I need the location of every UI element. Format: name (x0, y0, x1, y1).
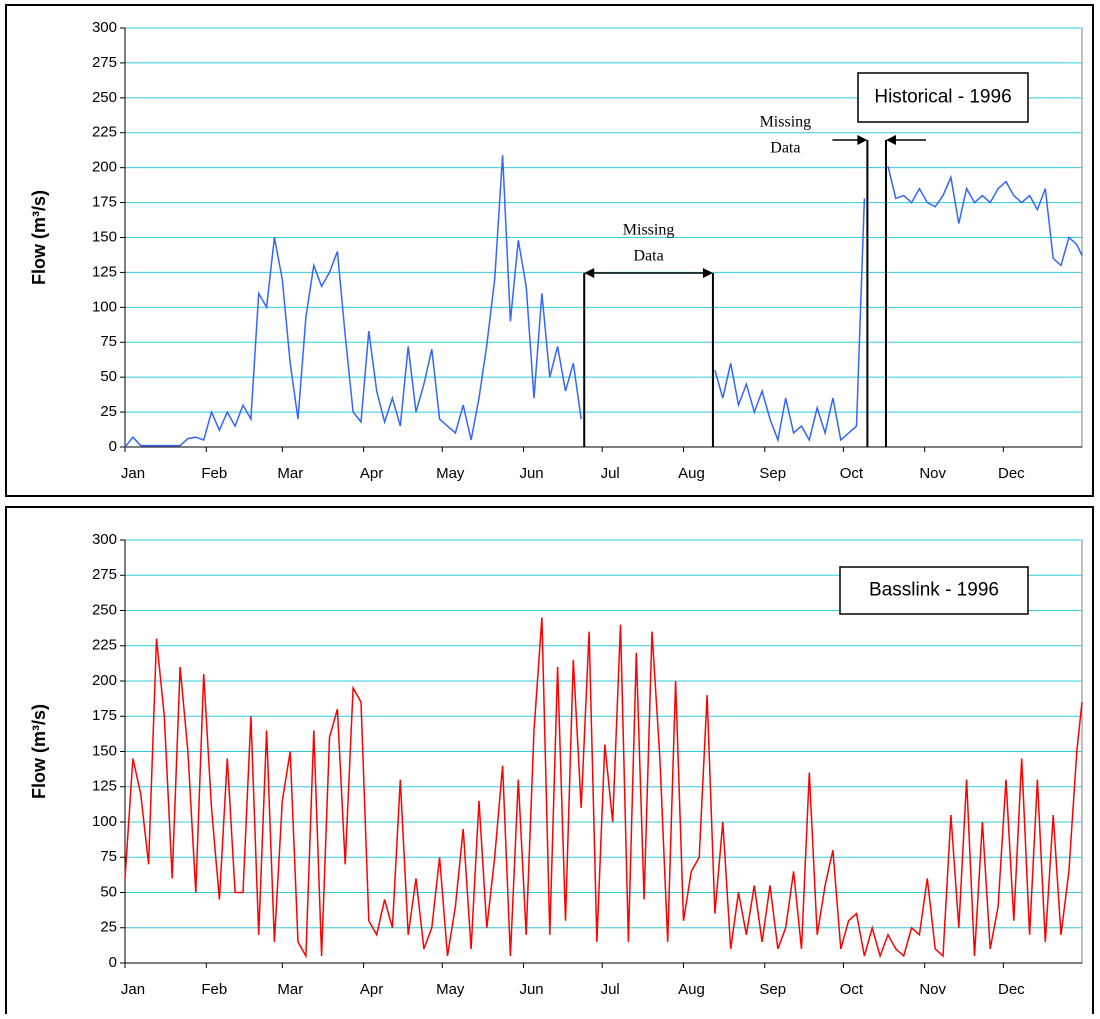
arrow-head (584, 268, 595, 278)
series-line (124, 617, 1083, 959)
x-tick-label: Jan (121, 465, 145, 482)
y-tick-label: 250 (92, 601, 117, 618)
y-tick-label: 125 (92, 263, 117, 280)
y-tick-label: 250 (92, 89, 117, 106)
arrow-head (702, 268, 713, 278)
y-tick-label: 125 (92, 778, 117, 795)
y-tick-label: 0 (109, 438, 117, 455)
legend-label: Historical - 1996 (874, 87, 1011, 108)
annotation: Missing (623, 222, 675, 239)
x-tick-label: Jun (519, 465, 543, 482)
x-tick-label: May (436, 981, 465, 998)
x-tick-label: Feb (201, 465, 227, 482)
x-tick-label: May (436, 465, 465, 482)
y-tick-label: 225 (92, 637, 117, 654)
y-tick-label: 275 (92, 54, 117, 71)
x-tick-label: Jul (601, 465, 620, 482)
x-tick-label: Jul (601, 981, 620, 998)
y-tick-label: 300 (92, 19, 117, 36)
annotation: Data (770, 140, 800, 157)
panel-frame (5, 4, 1094, 497)
x-tick-label: Dec (998, 465, 1025, 482)
y-tick-label: 100 (92, 298, 117, 315)
y-tick-label: 300 (92, 531, 117, 548)
y-tick-label: 75 (100, 333, 117, 350)
series-line (124, 155, 1083, 448)
y-tick-label: 225 (92, 124, 117, 141)
y-axis-title: Flow (m³/s) (29, 704, 49, 799)
x-tick-label: Nov (919, 981, 946, 998)
y-tick-label: 100 (92, 813, 117, 830)
x-tick-label: Aug (678, 981, 705, 998)
annotation: Missing (760, 114, 812, 131)
x-tick-label: Sep (759, 465, 786, 482)
x-tick-label: Oct (840, 981, 864, 998)
x-tick-label: Oct (840, 465, 864, 482)
x-tick-label: Jun (519, 981, 543, 998)
legend-box (857, 72, 1029, 123)
y-tick-label: 50 (100, 883, 117, 900)
y-tick-label: 50 (100, 368, 117, 385)
y-tick-label: 275 (92, 566, 117, 583)
y-tick-label: 25 (100, 919, 117, 936)
y-tick-label: 175 (92, 707, 117, 724)
x-tick-label: Nov (919, 465, 946, 482)
y-tick-label: 75 (100, 848, 117, 865)
annotation: Data (633, 248, 663, 265)
y-tick-label: 25 (100, 403, 117, 420)
panel-frame (5, 506, 1094, 1019)
x-tick-label: Jan (121, 981, 145, 998)
x-tick-label: Apr (360, 465, 383, 482)
x-tick-label: Feb (201, 981, 227, 998)
arrow-head (857, 135, 868, 145)
x-tick-label: Aug (678, 465, 705, 482)
x-tick-label: Mar (277, 465, 303, 482)
y-tick-label: 150 (92, 742, 117, 759)
y-tick-label: 200 (92, 159, 117, 176)
legend-box (839, 566, 1029, 615)
x-tick-label: Mar (277, 981, 303, 998)
x-tick-label: Apr (360, 981, 383, 998)
arrow-head (885, 135, 896, 145)
y-tick-label: 150 (92, 228, 117, 245)
x-tick-label: Dec (998, 981, 1025, 998)
x-tick-label: Sep (759, 981, 786, 998)
y-tick-label: 0 (109, 954, 117, 971)
y-axis-title: Flow (m³/s) (29, 190, 49, 285)
legend-label: Basslink - 1996 (869, 580, 999, 601)
y-tick-label: 175 (92, 194, 117, 211)
y-tick-label: 200 (92, 672, 117, 689)
